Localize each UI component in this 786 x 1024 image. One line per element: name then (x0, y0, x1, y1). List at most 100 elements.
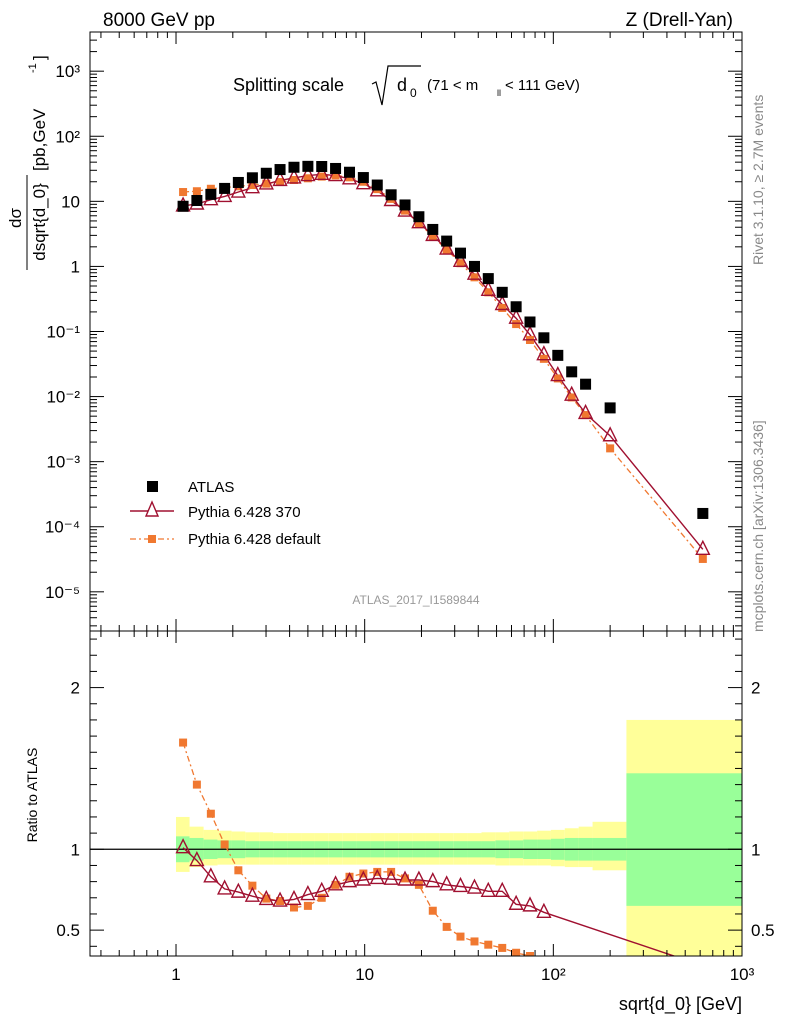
legend-entry-atlas: ATLAS (147, 479, 234, 496)
pythia-default-point (428, 232, 437, 241)
ratio-pythia-default-point (525, 952, 534, 956)
y-tick-label: 10³ (55, 62, 80, 81)
pythia-370-point (695, 539, 711, 556)
pythia-default-point (303, 174, 312, 183)
pythia-370-point (230, 182, 246, 198)
atlas-point (177, 200, 189, 212)
main-title-range-sub: ll (497, 88, 501, 98)
pythia-default-point (262, 179, 271, 188)
pythia-370-point (550, 366, 566, 382)
atlas-point (399, 199, 411, 211)
pythia-default-point (512, 320, 521, 329)
atlas-point (205, 188, 217, 200)
atlas-point (441, 235, 453, 247)
pythia-370-point (452, 251, 469, 267)
rivet-version-text: Rivet 3.1.10, ≥ 2.7M events (750, 95, 766, 265)
atlas-point (580, 378, 592, 390)
ratio-pythia-370-point (327, 875, 344, 891)
atlas-point (330, 162, 342, 174)
atlas-point (371, 179, 383, 191)
ratio-pythia-370-point (466, 878, 483, 894)
legend-marker-pythia-default (148, 535, 156, 543)
ylabel-unit-sup: -1 (27, 63, 39, 73)
ylabel-denominator: dsqrt{d_0} (30, 183, 49, 261)
ratio-pythia-default-point (456, 932, 465, 941)
ratio-pythia-370-point (286, 889, 302, 906)
legend: ATLAS Pythia 6.428 370 Pythia 6.428 defa… (130, 479, 321, 548)
atlas-point (510, 301, 522, 313)
ratio-y-axis-label: Ratio to ATLAS (24, 748, 40, 843)
main-title-range-b: < 111 GeV) (505, 77, 580, 94)
x-tick-label: 10 (355, 965, 374, 984)
pythia-370-point (466, 264, 483, 280)
ylabel-unit-b: ] (30, 55, 49, 60)
y-tick-label: 1 (71, 257, 80, 276)
pythia-370-point (577, 403, 594, 420)
ratio-pythia-default-point (345, 872, 354, 881)
atlas-point (344, 166, 356, 178)
legend-entry-pythia-default: Pythia 6.428 default (130, 531, 321, 548)
ratio-pythia-370-point (439, 875, 455, 891)
pythia-default-point (456, 259, 465, 268)
pythia-default-point (331, 171, 340, 180)
main-panel: 1 10 10² 10³10⁻⁵10⁻⁴10⁻³10⁻²10⁻¹11010²10³0.… (45, 31, 775, 984)
band-inner (626, 773, 742, 906)
mcplots-text: mcplots.cern.ch [arXiv:1306.3436] (750, 420, 766, 632)
ratio-pythia-default-point (512, 948, 521, 956)
atlas-point (385, 189, 397, 201)
pythia-370-point (272, 170, 288, 187)
pythia-default-point (276, 178, 285, 187)
atlas-point (357, 172, 369, 184)
ratio-pythia-370-point (494, 881, 510, 898)
pythia-370-point (300, 165, 316, 182)
y-tick-label: 10² (55, 127, 80, 146)
legend-label-pythia-default: Pythia 6.428 default (188, 531, 321, 548)
ratio-pythia-default-point (484, 940, 493, 949)
pythia-default-point (581, 411, 590, 420)
ratio-y-tick-label-left: 1 (71, 840, 80, 859)
legend-marker-pythia-370 (144, 500, 160, 517)
ratio-pythia-default-point (179, 738, 188, 747)
atlas-point (697, 507, 709, 519)
ratio-pythia-370-point (480, 881, 496, 898)
pythia-default-point (606, 444, 615, 453)
ratio-pythia-default-point (498, 943, 507, 952)
ratio-pythia-default-point (220, 840, 229, 849)
main-y-axis-label: dσ dsqrt{d_0} [pb,GeV -1 ] (6, 55, 49, 270)
ratio-y-tick-label-left: 2 (71, 679, 80, 698)
pythia-default-line (183, 174, 704, 560)
ratio-pythia-370-point (244, 886, 261, 902)
main-title-range-a: (71 < m (427, 77, 478, 94)
ratio-pythia-370-line (182, 847, 677, 956)
pythia-default-point (248, 181, 257, 190)
atlas-point (468, 260, 480, 272)
ylabel-unit-a: [pb,GeV (30, 108, 49, 171)
pythia-370-point (216, 186, 233, 203)
ratio-pythia-370-point (411, 870, 427, 886)
atlas-point (482, 273, 494, 285)
ratio-plot-frame (89, 630, 743, 957)
pythia-default-point (498, 303, 507, 312)
pythia-370-point (564, 385, 580, 401)
axes-layer: 1 10 10² 10³10⁻⁵10⁻⁴10⁻³10⁻²10⁻¹11010²10³0.… (45, 31, 775, 984)
pythia-370-line (183, 173, 704, 550)
pythia-default-point (289, 175, 298, 184)
ratio-pythia-370-point (189, 851, 205, 867)
ratio-pythia-370-point (536, 902, 552, 919)
ratio-pythia-370-point (230, 882, 246, 898)
y-tick-label: 10⁻³ (46, 453, 80, 472)
x-tick-label: 1 (171, 965, 180, 984)
pythia-370-point (508, 308, 524, 324)
ratio-pythia-370-point (314, 881, 330, 898)
atlas-point (232, 176, 244, 188)
ratio-pythia-default-point (276, 897, 285, 906)
ratio-pythia-default-point (234, 866, 243, 875)
ratio-y-tick-label-right: 2 (751, 679, 760, 698)
ratio-pythia-default-point (289, 903, 298, 912)
main-title-prefix: Splitting scale (233, 75, 344, 95)
ratio-pythia-370-point (383, 869, 399, 885)
atlas-point (191, 195, 203, 207)
pythia-default-point (317, 172, 326, 181)
atlas-point (538, 332, 550, 344)
